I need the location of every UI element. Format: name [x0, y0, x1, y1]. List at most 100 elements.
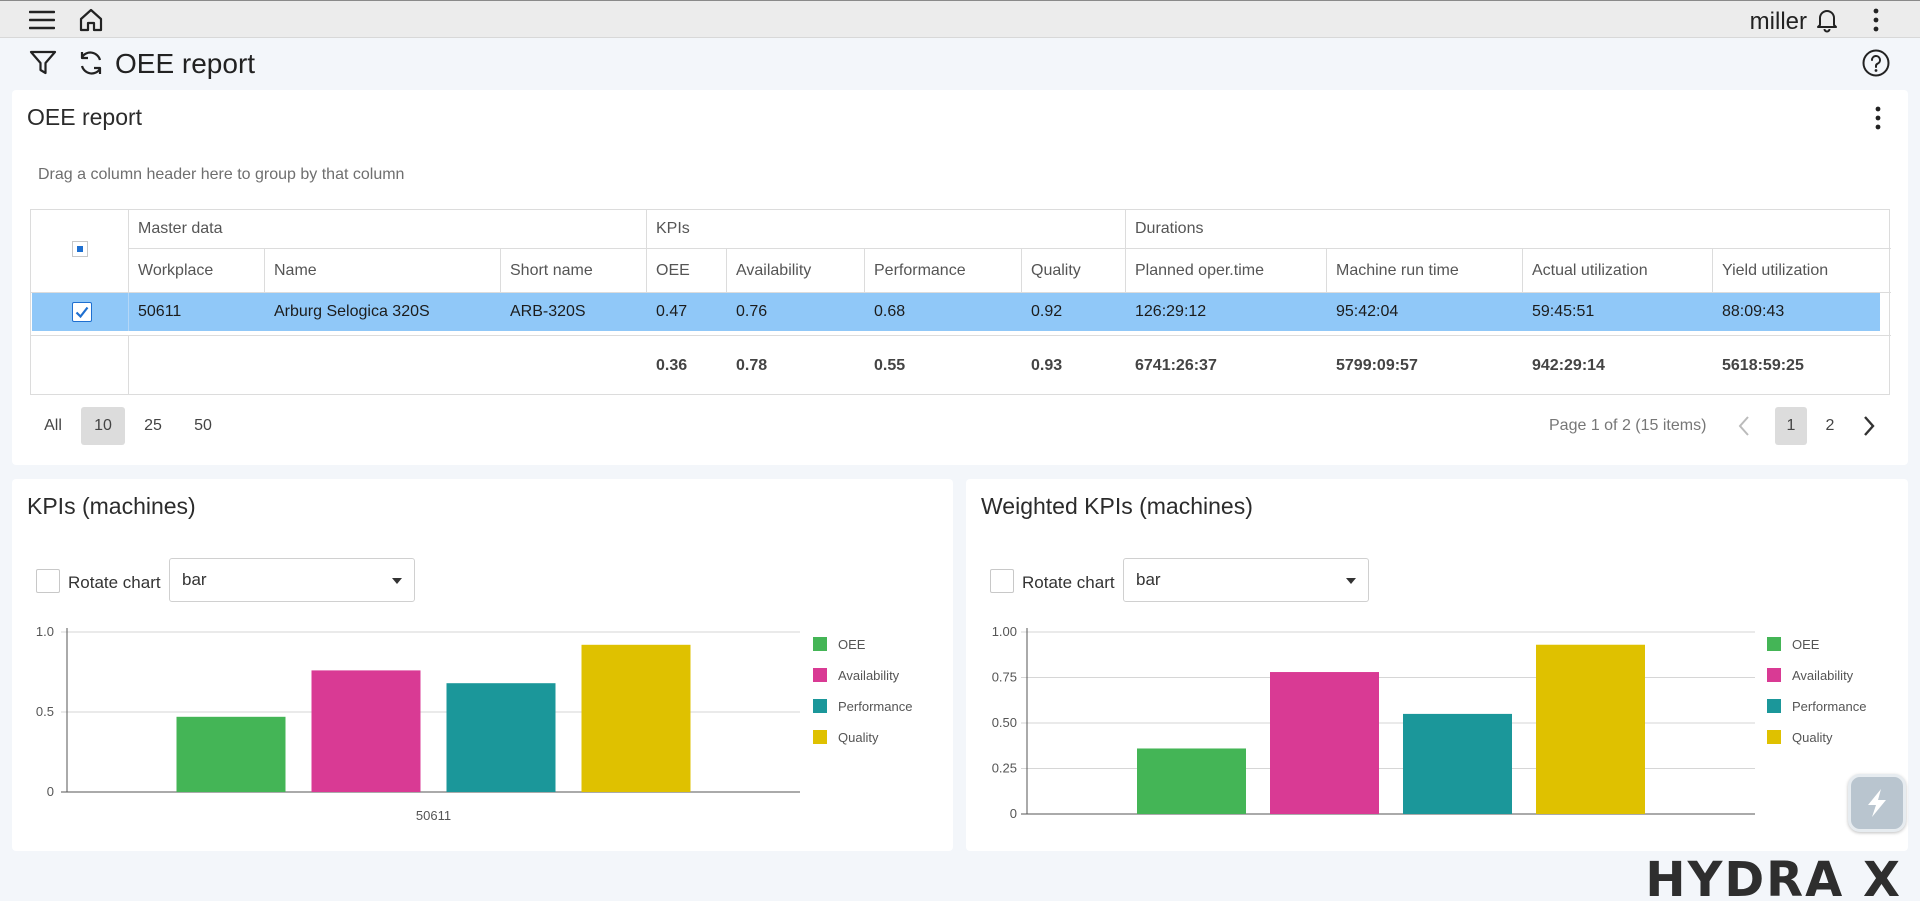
summary-planned-oper-time: 6741:26:37 — [1135, 356, 1217, 374]
rotate-chart-checkbox[interactable] — [990, 569, 1014, 593]
refresh-icon[interactable] — [75, 47, 107, 79]
more-vertical-icon[interactable] — [1862, 6, 1890, 34]
summary-yield-utilization: 5618:59:25 — [1722, 356, 1804, 374]
summary-performance: 0.55 — [874, 356, 906, 374]
column-header-workplace[interactable]: Workplace — [138, 261, 214, 279]
page-title: OEE report — [115, 48, 256, 79]
y-tick-label: 1.0 — [36, 624, 54, 639]
cell-planned-oper-time: 126:29:12 — [1135, 303, 1207, 320]
bar-availability — [311, 670, 421, 792]
brand-logo: HYDRA X — [1645, 852, 1902, 901]
summary-actual-utilization: 942:29:14 — [1532, 356, 1605, 374]
report-grid: Master data KPIs Durations Workplace Nam… — [30, 209, 1891, 395]
hamburger-menu-icon[interactable] — [28, 6, 56, 34]
help-icon[interactable] — [1860, 47, 1892, 79]
y-tick-label: 0.5 — [36, 704, 54, 719]
legend-label-availability: Availability — [1792, 668, 1854, 683]
y-tick-label: 0.25 — [992, 761, 1017, 776]
cell-yield-utilization: 88:09:43 — [1722, 303, 1785, 320]
page-size-10[interactable]: 10 — [81, 407, 125, 445]
page-size-50[interactable]: 50 — [194, 417, 212, 434]
y-tick-label: 0 — [1010, 806, 1017, 821]
cell-actual-utilization: 59:45:51 — [1532, 303, 1595, 320]
group-header-durations[interactable]: Durations — [1135, 220, 1204, 237]
weighted-kpi-chart-title: Weighted KPIs (machines) — [981, 493, 1253, 519]
page-1-button[interactable]: 1 — [1775, 407, 1807, 445]
assistant-button[interactable] — [1848, 774, 1906, 832]
legend-swatch-quality — [813, 730, 827, 744]
bell-icon[interactable] — [1813, 6, 1841, 34]
cell-performance: 0.68 — [874, 303, 906, 320]
column-header-machine-run-time[interactable]: Machine run time — [1336, 261, 1459, 279]
group-panel-hint[interactable]: Drag a column header here to group by th… — [38, 166, 405, 183]
kpi-chart-title: KPIs (machines) — [27, 493, 196, 519]
cell-availability: 0.76 — [736, 303, 768, 320]
column-header-availability[interactable]: Availability — [736, 261, 812, 279]
cell-short-name: ARB-320S — [510, 303, 586, 320]
legend-label-quality: Quality — [838, 730, 879, 745]
legend-label-performance: Performance — [838, 699, 912, 714]
bar-performance — [446, 683, 556, 792]
column-header-name[interactable]: Name — [274, 261, 317, 279]
table-row[interactable]: 50611 Arburg Selogica 320S ARB-320S 0.47… — [32, 293, 1880, 331]
chart-type-select[interactable]: bar — [169, 558, 415, 602]
column-header-short-name[interactable]: Short name — [510, 261, 593, 279]
legend-swatch-oee — [813, 637, 827, 651]
filter-icon[interactable] — [27, 47, 59, 79]
legend-label-quality: Quality — [1792, 730, 1833, 745]
page-info: Page 1 of 2 (15 items) — [1549, 417, 1707, 434]
legend-swatch-oee — [1767, 637, 1781, 651]
user-name[interactable]: miller — [1749, 8, 1807, 35]
legend-label-oee: OEE — [838, 637, 866, 652]
chart-type-value: bar — [182, 570, 207, 589]
y-tick-label: 0.50 — [992, 715, 1017, 730]
page-size-25[interactable]: 25 — [144, 417, 162, 434]
group-header-kpis[interactable]: KPIs — [656, 220, 690, 237]
top-bar: miller — [0, 0, 1920, 38]
cell-machine-run-time: 95:42:04 — [1336, 303, 1399, 320]
page-size-all[interactable]: All — [44, 417, 62, 434]
next-page-icon[interactable] — [1862, 415, 1876, 442]
report-title: OEE report — [27, 104, 143, 130]
rotate-chart-label: Rotate chart — [68, 573, 161, 592]
title-bar: OEE report — [0, 38, 1920, 88]
legend-swatch-quality — [1767, 730, 1781, 744]
summary-quality: 0.93 — [1031, 356, 1063, 374]
bolt-icon — [1868, 789, 1886, 817]
summary-machine-run-time: 5799:09:57 — [1336, 356, 1418, 374]
legend-label-performance: Performance — [1792, 699, 1866, 714]
row-checkbox[interactable] — [72, 302, 92, 322]
prev-page-icon[interactable] — [1737, 415, 1751, 442]
bar-oee — [176, 716, 286, 792]
column-header-planned-oper-time[interactable]: Planned oper.time — [1135, 261, 1264, 279]
home-icon[interactable] — [77, 6, 105, 34]
group-header-master-data[interactable]: Master data — [138, 220, 223, 237]
rotate-chart-label: Rotate chart — [1022, 573, 1115, 592]
bar-oee — [1137, 748, 1246, 814]
bar-availability — [1270, 672, 1379, 814]
column-header-oee[interactable]: OEE — [656, 261, 690, 279]
column-header-actual-utilization[interactable]: Actual utilization — [1532, 261, 1648, 279]
rotate-chart-checkbox[interactable] — [36, 569, 60, 593]
select-all-checkbox[interactable] — [72, 241, 88, 257]
kpi-bar-chart: 0 0.5 1.0 50611 OEE Availability Performance Qu… — [36, 624, 913, 823]
column-header-quality[interactable]: Quality — [1031, 261, 1081, 279]
column-header-performance[interactable]: Performance — [874, 261, 966, 279]
y-tick-label: 0 — [47, 784, 54, 799]
summary-availability: 0.78 — [736, 356, 768, 374]
legend-label-oee: OEE — [1792, 637, 1820, 652]
legend-swatch-availability — [813, 668, 827, 682]
cell-name: Arburg Selogica 320S — [274, 303, 430, 320]
chart-type-value: bar — [1136, 570, 1161, 589]
more-vertical-icon[interactable] — [1874, 106, 1882, 135]
y-tick-label: 0.75 — [992, 670, 1017, 685]
y-tick-label: 1.00 — [992, 624, 1017, 639]
chevron-down-icon — [1346, 578, 1356, 584]
bar-quality — [581, 644, 691, 792]
x-tick-label: 50611 — [416, 808, 451, 823]
chart-type-select[interactable]: bar — [1123, 558, 1369, 602]
cell-workplace: 50611 — [138, 303, 182, 320]
page-2-button[interactable]: 2 — [1825, 417, 1835, 434]
column-header-yield-utilization[interactable]: Yield utilization — [1722, 261, 1829, 279]
weighted-kpi-bar-chart: 0 0.25 0.50 0.75 1.00 OEE Availability Performa… — [992, 624, 1867, 821]
